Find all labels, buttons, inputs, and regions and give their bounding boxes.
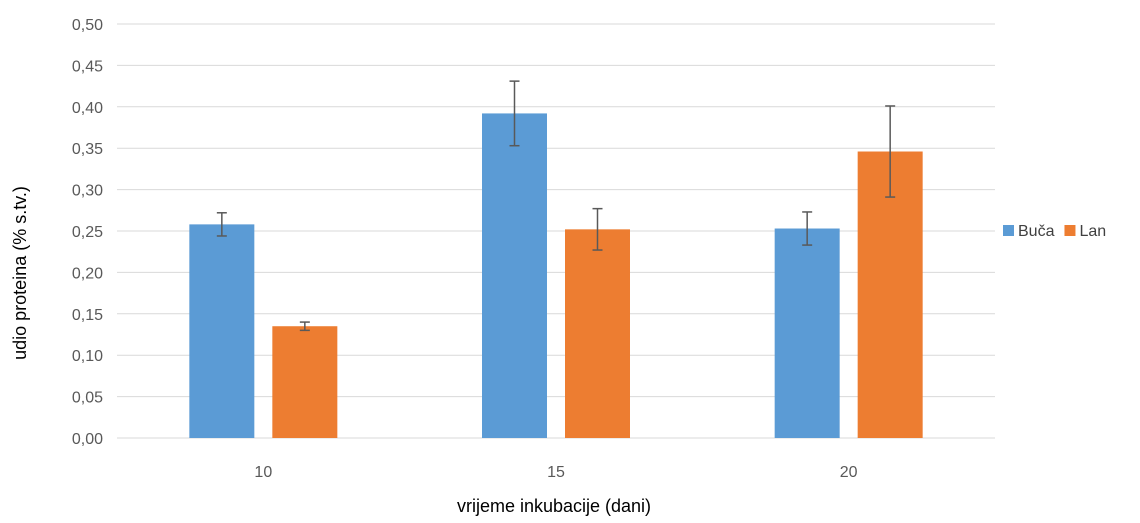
bar-lan-10 [272,326,338,438]
bar-bua-20 [774,228,840,438]
y-tick-label: 0,45 [72,58,103,75]
y-tick-label-layer: 0,00 0,05 0,10 0,15 0,20 0,25 0,30 0,35 0,40 0,45… [72,17,103,448]
x-tick-label-layer: 10 15 20 [254,464,857,481]
bar-bua-10 [189,224,255,438]
y-tick-label: 0,10 [72,348,103,365]
legend-swatch [1003,225,1014,236]
error-bar-layer [216,80,896,332]
y-tick-label: 0,50 [72,17,103,34]
x-tick-label: 20 [840,464,858,481]
x-tick-label: 10 [254,464,272,481]
y-tick-label: 0,25 [72,224,103,241]
y-tick-label: 0,05 [72,390,103,407]
bar-lan-15 [565,229,630,438]
x-tick-label: 15 [547,464,565,481]
legend-label: Buča [1018,223,1055,240]
grid-layer [117,23,995,439]
y-tick-label: 0,40 [72,100,103,117]
bar-layer [189,113,923,438]
y-tick-label: 0,00 [72,431,103,448]
y-axis-title: udio proteina (% s.tv.) [10,186,30,360]
x-axis-title: vrijeme inkubacije (dani) [457,496,651,516]
bar-bua-15 [482,113,547,438]
y-tick-label: 0,15 [72,307,103,324]
legend: Buča Lan [1003,223,1106,240]
y-tick-label: 0,20 [72,265,103,282]
y-tick-label: 0,35 [72,141,103,158]
bar-lan-20 [857,151,923,438]
legend-label: Lan [1079,223,1106,240]
y-tick-label: 0,30 [72,183,103,200]
legend-swatch [1064,225,1076,236]
